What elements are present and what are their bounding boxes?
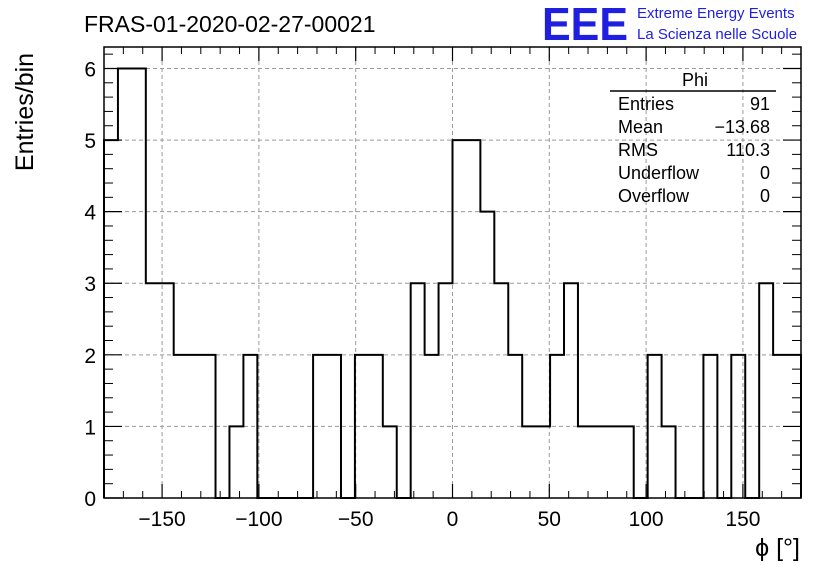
histogram-bin (620, 426, 634, 498)
x-tick-label: 0 (447, 508, 459, 531)
chart-title: FRAS-01-2020-02-27-00021 (84, 11, 376, 37)
stats-label-overflow: Overflow (618, 186, 690, 206)
histogram-bin (146, 283, 160, 498)
x-tick-label: −100 (235, 508, 282, 531)
logo-line-1: Extreme Energy Events (637, 5, 795, 22)
histogram-bin (564, 283, 578, 498)
y-tick-label: 2 (84, 345, 96, 368)
axes: −150 −100 −50 0 50 100 150 0 1 2 3 4 5 6 (84, 47, 801, 531)
x-tick-label: 100 (629, 508, 664, 531)
stats-label-entries: Entries (618, 94, 674, 114)
stats-box: Phi Entries 91 Mean −13.68 RMS 110.3 Und… (610, 70, 776, 206)
histogram-bin (383, 426, 397, 498)
y-axis-label: Entries/bin (11, 53, 39, 171)
stats-title: Phi (682, 70, 708, 90)
stats-value-underflow: 0 (760, 163, 770, 183)
x-tick-label: 50 (538, 508, 561, 531)
histogram-bin (104, 140, 118, 498)
stats-value-rms: 110.3 (726, 140, 770, 160)
x-tick-label: −50 (338, 508, 374, 531)
histogram-bin (536, 426, 550, 498)
y-tick-label: 1 (84, 416, 96, 439)
eee-logo-text: EEE (542, 0, 628, 50)
stats-value-mean: −13.68 (714, 117, 770, 137)
x-tick-label: −150 (138, 508, 185, 531)
logo-line-2: La Scienza nelle Scuole (637, 26, 797, 43)
histogram-bin (229, 426, 243, 498)
histogram-bin (592, 426, 606, 498)
eee-logo: EEE Extreme Energy Events La Scienza nel… (542, 0, 797, 50)
y-tick-label: 3 (84, 273, 96, 296)
stats-value-overflow: 0 (760, 186, 770, 206)
y-tick-label: 6 (84, 58, 96, 81)
histogram-bin (411, 283, 425, 498)
stats-value-entries: 91 (750, 94, 770, 114)
stats-label-mean: Mean (618, 117, 663, 137)
y-tick-label: 0 (84, 488, 96, 511)
stats-label-rms: RMS (618, 140, 658, 160)
y-tick-label: 5 (84, 130, 96, 153)
histogram-bin (466, 140, 480, 498)
histogram-bin (759, 283, 773, 498)
histogram-bin (453, 140, 467, 498)
histogram-bin (494, 283, 508, 498)
y-tick-label: 4 (84, 202, 96, 225)
histogram-bin (606, 426, 620, 498)
histogram-bin (439, 283, 453, 498)
stats-label-underflow: Underflow (618, 163, 700, 183)
histogram-bin (522, 426, 536, 498)
histogram-bin (578, 426, 592, 498)
x-tick-label: 150 (725, 508, 760, 531)
histogram-bin (662, 426, 676, 498)
x-axis-label: ϕ [°] (755, 534, 800, 562)
